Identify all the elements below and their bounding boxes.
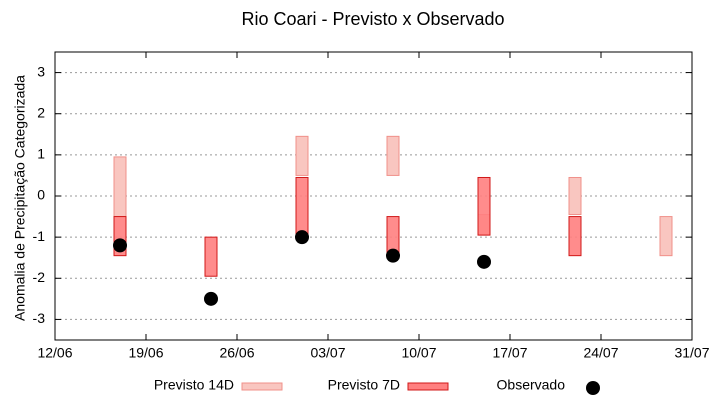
observed-point: [295, 230, 309, 245]
range-bar: [386, 135, 400, 176]
range-bar: [295, 135, 309, 176]
y-tick-label: -3: [33, 310, 46, 326]
legend-label: Observado: [497, 377, 566, 393]
y-tick-label: -1: [33, 228, 46, 244]
x-tick-label: 03/07: [310, 345, 345, 361]
legend-label: Previsto 14D: [154, 377, 234, 393]
x-tick-label: 17/07: [492, 345, 527, 361]
range-bar: [113, 156, 127, 218]
observed-point: [386, 248, 400, 263]
x-tick-label: 10/07: [401, 345, 436, 361]
chart-title: Rio Coari - Previsto x Observado: [241, 9, 504, 29]
range-bar: [477, 176, 491, 236]
range-bar: [659, 216, 673, 257]
legend-swatch: [407, 382, 449, 391]
y-axis-label: Anomalia de Precipitação Categorizada: [12, 75, 28, 321]
y-tick-label: 2: [37, 104, 45, 120]
observed-point: [477, 254, 491, 269]
x-tick-label: 12/06: [37, 345, 72, 361]
y-tick-label: -2: [33, 269, 46, 285]
x-tick-label: 19/06: [128, 345, 163, 361]
observed-point: [113, 238, 127, 253]
legend-label: Previsto 7D: [328, 377, 400, 393]
range-bar: [568, 216, 582, 257]
x-tick-label: 24/07: [583, 345, 618, 361]
x-tick-label: 31/07: [674, 345, 709, 361]
legend-marker: [586, 381, 600, 395]
y-tick-label: 1: [37, 146, 45, 162]
range-bar: [295, 176, 309, 238]
y-tick-label: 0: [37, 187, 45, 203]
observed-point: [204, 291, 218, 306]
range-bar: [568, 176, 582, 216]
legend-swatch: [241, 382, 283, 391]
y-tick-label: 3: [37, 63, 45, 79]
x-tick-label: 26/06: [219, 345, 254, 361]
plot-border: [54, 51, 693, 341]
range-bar: [204, 236, 218, 277]
